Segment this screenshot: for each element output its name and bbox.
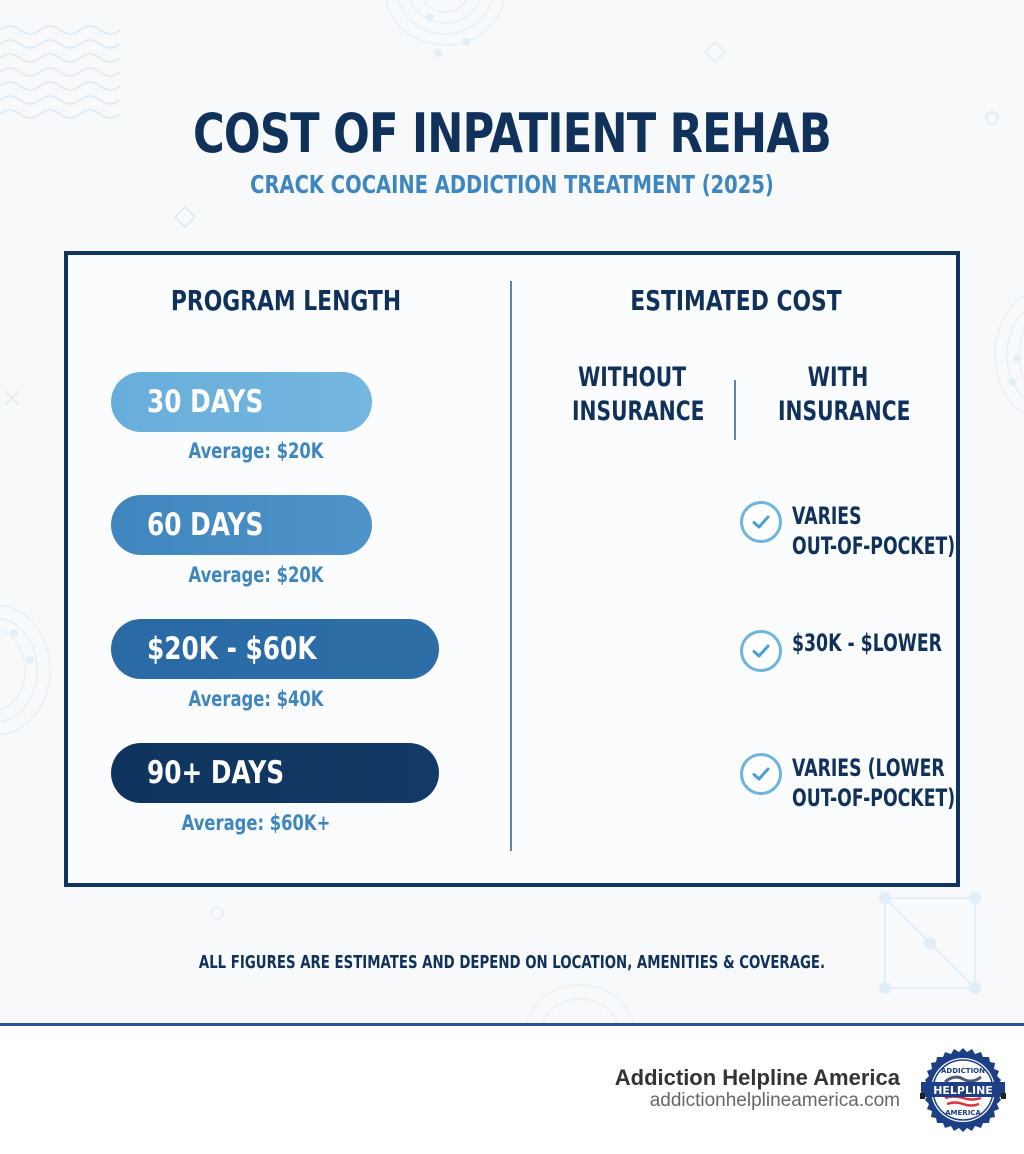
- diamond-decoration: [174, 206, 196, 228]
- program-average-20k-60k: Average: $40K: [188, 687, 324, 711]
- helpline-seal-logo-icon: HELPLINE ADDICTION AMERICA: [920, 1048, 1006, 1132]
- with-insurance-row-2: $30K - $LOWER: [740, 628, 1000, 672]
- with-insurance-heading: WITH INSURANCE: [778, 362, 911, 427]
- network-square-decoration: [879, 892, 981, 994]
- page-title: COST OF INPATIENT REHAB: [193, 102, 832, 165]
- program-average-30-days: Average: $20K: [188, 439, 324, 463]
- check-circle-icon: [740, 753, 782, 795]
- ring-decoration: [210, 906, 224, 920]
- insurance-subdivider: [734, 380, 736, 440]
- program-average-90-days: Average: $60K+: [181, 811, 331, 835]
- footer: [0, 1026, 1024, 1154]
- ring-decoration: [985, 111, 999, 125]
- svg-text:AMERICA: AMERICA: [945, 1109, 981, 1117]
- without-insurance-heading: WITHOUT INSURANCE: [572, 362, 705, 427]
- svg-text:HELPLINE: HELPLINE: [933, 1084, 993, 1097]
- program-average-60-days: Average: $20K: [188, 563, 324, 587]
- contour-lines-decoration: [994, 295, 1024, 415]
- check-circle-icon: [740, 501, 782, 543]
- brand-name: Addiction Helpline America: [614, 1065, 900, 1090]
- program-pill-60-days: 60 DAYS: [111, 495, 372, 555]
- cross-decoration: [4, 390, 20, 406]
- brand-url-link[interactable]: addictionhelplineamerica.com: [649, 1090, 900, 1111]
- program-length-heading: PROGRAM LENGTH: [170, 284, 402, 317]
- check-circle-icon: [740, 630, 782, 672]
- with-insurance-row-1: VARIES OUT-OF-POCKET): [740, 501, 1019, 561]
- footer-divider: [0, 1023, 1024, 1026]
- page-subtitle: CRACK COCAINE ADDICTION TREATMENT (2025): [250, 170, 774, 199]
- arc-decoration: [526, 984, 634, 1023]
- diamond-decoration: [704, 41, 726, 63]
- disclaimer-text: ALL FIGURES ARE ESTIMATES AND DEPEND ON …: [198, 952, 826, 973]
- contour-lines-decoration: [385, 0, 505, 57]
- contour-lines-decoration: [0, 604, 51, 736]
- program-pill-20k-60k: $20K - $60K: [111, 619, 439, 679]
- estimated-cost-heading: ESTIMATED COST: [630, 284, 842, 317]
- column-divider: [510, 281, 512, 851]
- svg-text:ADDICTION: ADDICTION: [941, 1067, 985, 1075]
- program-pill-90-days: 90+ DAYS: [111, 743, 439, 803]
- program-pill-30-days: 30 DAYS: [111, 372, 372, 432]
- with-insurance-row-3: VARIES (LOWER OUT-OF-POCKET): [740, 753, 1019, 813]
